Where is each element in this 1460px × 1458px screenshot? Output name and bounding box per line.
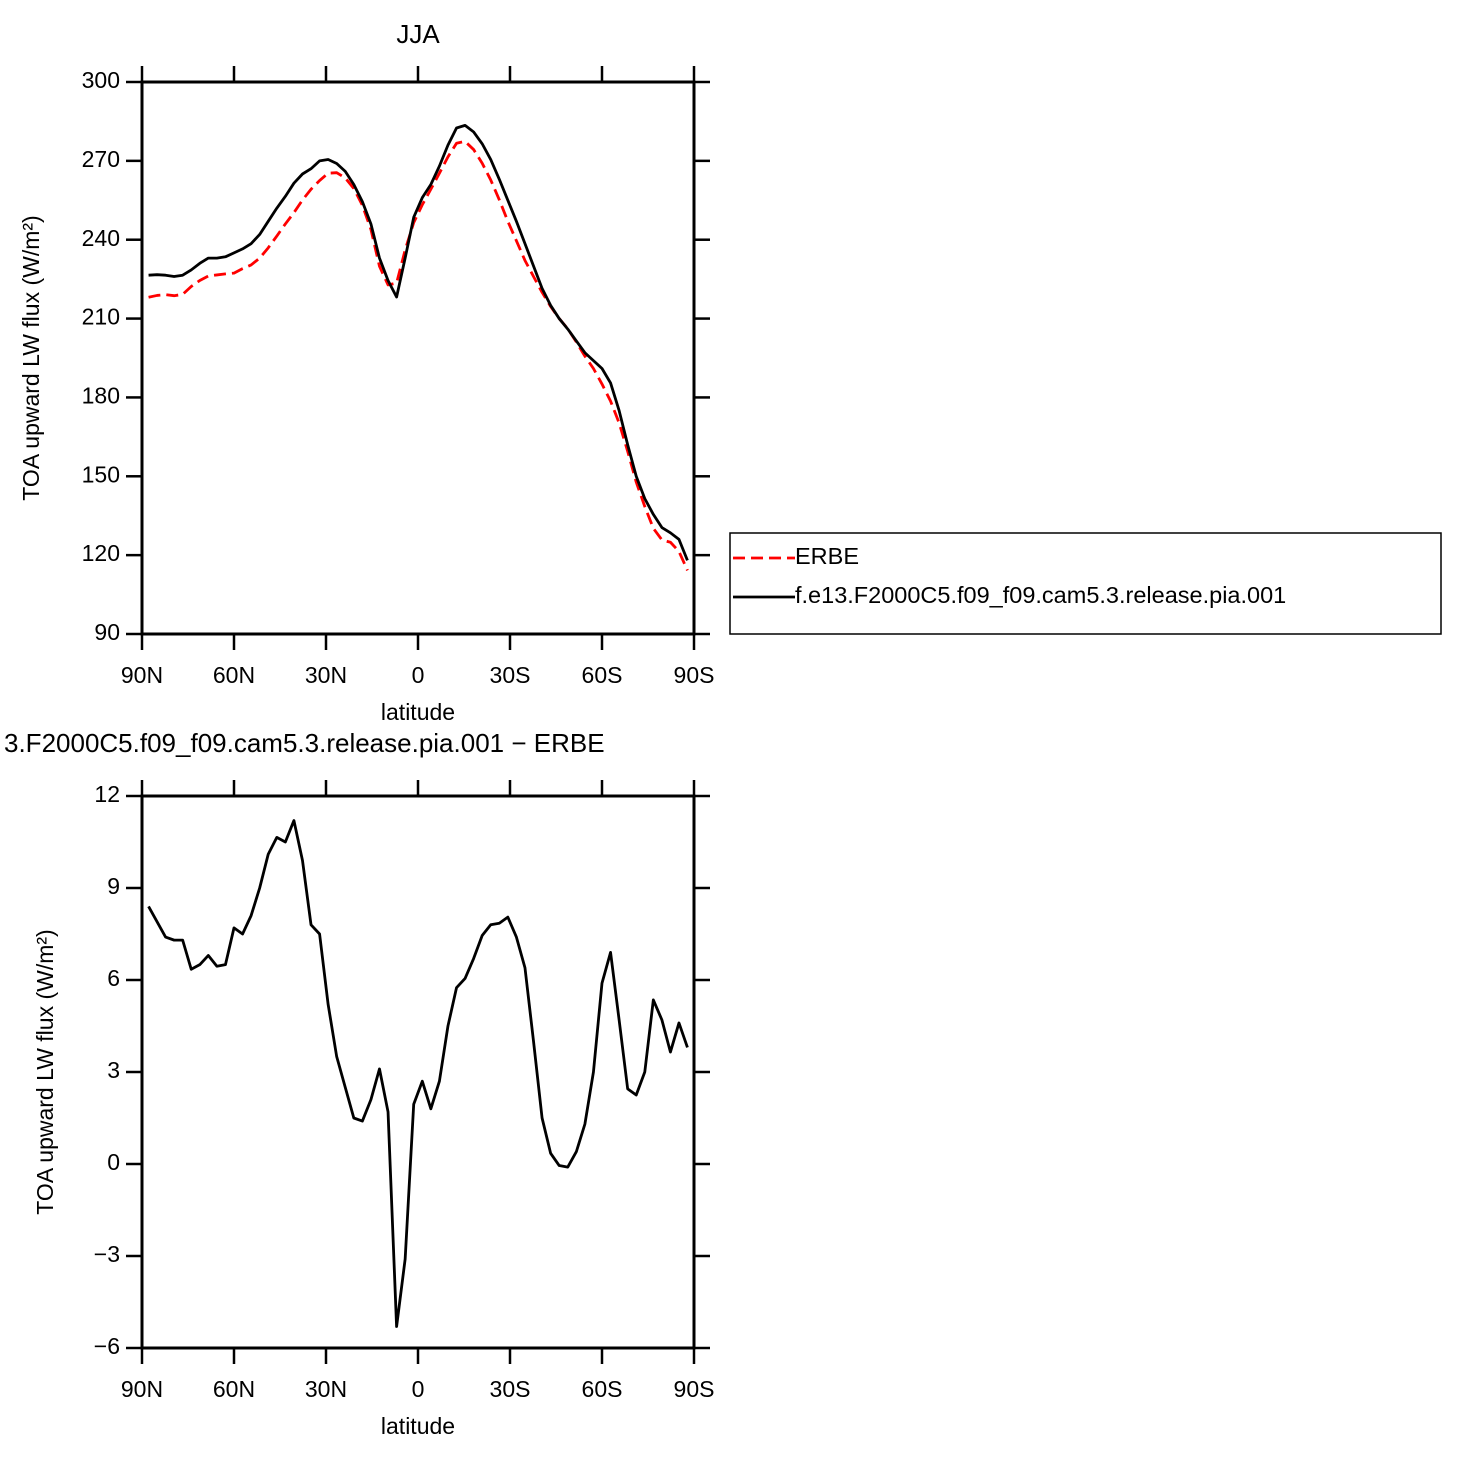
- chart-title: 3.F2000C5.f09_f09.cam5.3.release.pia.001…: [4, 728, 605, 758]
- x-tick-label: 0: [412, 662, 425, 688]
- x-tick-label: 90N: [121, 662, 163, 688]
- x-tick-label: 60S: [582, 662, 623, 688]
- y-tick-label: 270: [82, 146, 120, 172]
- x-tick-label: 30S: [490, 1376, 531, 1402]
- data-line: [148, 140, 689, 571]
- chart-title: JJA: [396, 19, 440, 49]
- x-tick-label: 90N: [121, 1376, 163, 1402]
- x-tick-label: 90S: [674, 662, 715, 688]
- plot-frame: [140, 80, 696, 636]
- x-tick-label: 60N: [213, 662, 255, 688]
- x-axis-label: latitude: [381, 699, 455, 725]
- x-tick-label: 0: [412, 1376, 425, 1402]
- x-tick-label: 90S: [674, 1376, 715, 1402]
- y-tick-label: −6: [94, 1333, 120, 1359]
- data-line: [147, 819, 689, 1328]
- y-tick-label: 0: [107, 1149, 120, 1175]
- y-tick-label: 6: [107, 965, 120, 991]
- x-tick-label: 30N: [305, 1376, 347, 1402]
- y-tick-label: 210: [82, 304, 120, 330]
- y-tick-label: 240: [82, 225, 120, 251]
- plot-frame: [140, 794, 696, 1350]
- y-axis-label: TOA upward LW flux (W/m²): [32, 929, 58, 1214]
- y-tick-label: 150: [82, 461, 120, 487]
- y-tick-label: 9: [107, 873, 120, 899]
- y-tick-label: 120: [82, 540, 120, 566]
- x-tick-label: 60N: [213, 1376, 255, 1402]
- y-tick-label: 300: [82, 67, 120, 93]
- legend-box: [729, 532, 1442, 635]
- x-tick-label: 30N: [305, 662, 347, 688]
- y-axis-label: TOA upward LW flux (W/m²): [18, 215, 44, 500]
- x-tick-label: 30S: [490, 662, 531, 688]
- x-axis-label: latitude: [381, 1413, 455, 1439]
- y-tick-label: 90: [94, 619, 120, 645]
- y-tick-label: −3: [94, 1241, 120, 1267]
- legend-label: ERBE: [795, 543, 859, 569]
- legend-label: f.e13.F2000C5.f09_f09.cam5.3.release.pia…: [795, 582, 1286, 608]
- x-tick-label: 60S: [582, 1376, 623, 1402]
- data-line: [148, 123, 689, 561]
- y-tick-label: 180: [82, 383, 120, 409]
- y-tick-label: 3: [107, 1057, 120, 1083]
- y-tick-label: 12: [94, 781, 120, 807]
